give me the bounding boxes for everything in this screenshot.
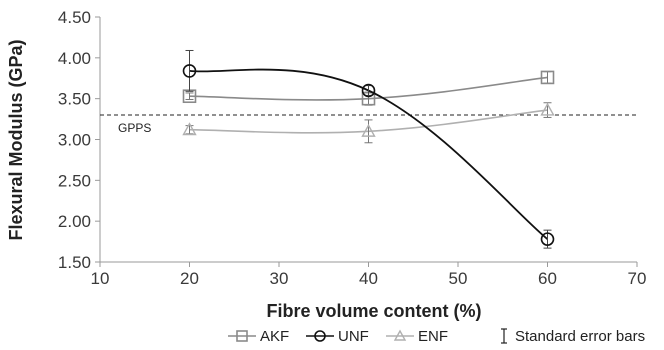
- legend-marker-akf: [236, 330, 248, 342]
- legend-label-error-bars: Standard error bars: [515, 328, 645, 345]
- x-axis-title: Fibre volume content (%): [266, 301, 481, 321]
- x-tick-label: 10: [91, 269, 110, 288]
- y-tick-label: 2.00: [58, 212, 91, 231]
- data-point-unf: [540, 232, 555, 246]
- legend-label-unf: UNF: [338, 328, 369, 345]
- chart-legend: AKF UNF ENF Standard error bars: [228, 328, 645, 345]
- y-axis-title: Flexural Modulus (GPa): [6, 39, 26, 240]
- data-point-enf: [540, 102, 555, 116]
- data-point-unf: [361, 83, 376, 98]
- legend-label-enf: ENF: [418, 328, 448, 345]
- data-point-unf: [182, 64, 197, 78]
- legend-label-akf: AKF: [260, 328, 289, 345]
- y-tick-label: 2.50: [58, 171, 91, 190]
- y-tick-label: 4.00: [58, 49, 91, 68]
- reference-line-label: GPPS: [118, 121, 151, 135]
- data-point-enf: [182, 122, 197, 136]
- x-tick-label: 20: [180, 269, 199, 288]
- chart-plot-area: GPPS: [100, 49, 637, 249]
- legend-marker-enf: [393, 329, 407, 341]
- y-tick-label: 3.50: [58, 90, 91, 109]
- data-point-enf: [361, 123, 376, 137]
- y-tick-label: 4.50: [58, 8, 91, 27]
- x-tick-label: 50: [449, 269, 468, 288]
- y-tick-label: 1.50: [58, 253, 91, 272]
- x-tick-label: 30: [270, 269, 289, 288]
- legend-marker-unf: [314, 330, 326, 342]
- data-point-akf: [540, 70, 555, 85]
- chart-axes: 1.50 2.00 2.50 3.00 3.50 4.00 4.50 10 20 30 40 50 60…: [58, 8, 647, 288]
- x-tick-label: 70: [628, 269, 647, 288]
- x-tick-label: 40: [359, 269, 378, 288]
- y-tick-label: 3.00: [58, 131, 91, 150]
- x-tick-label: 60: [538, 269, 557, 288]
